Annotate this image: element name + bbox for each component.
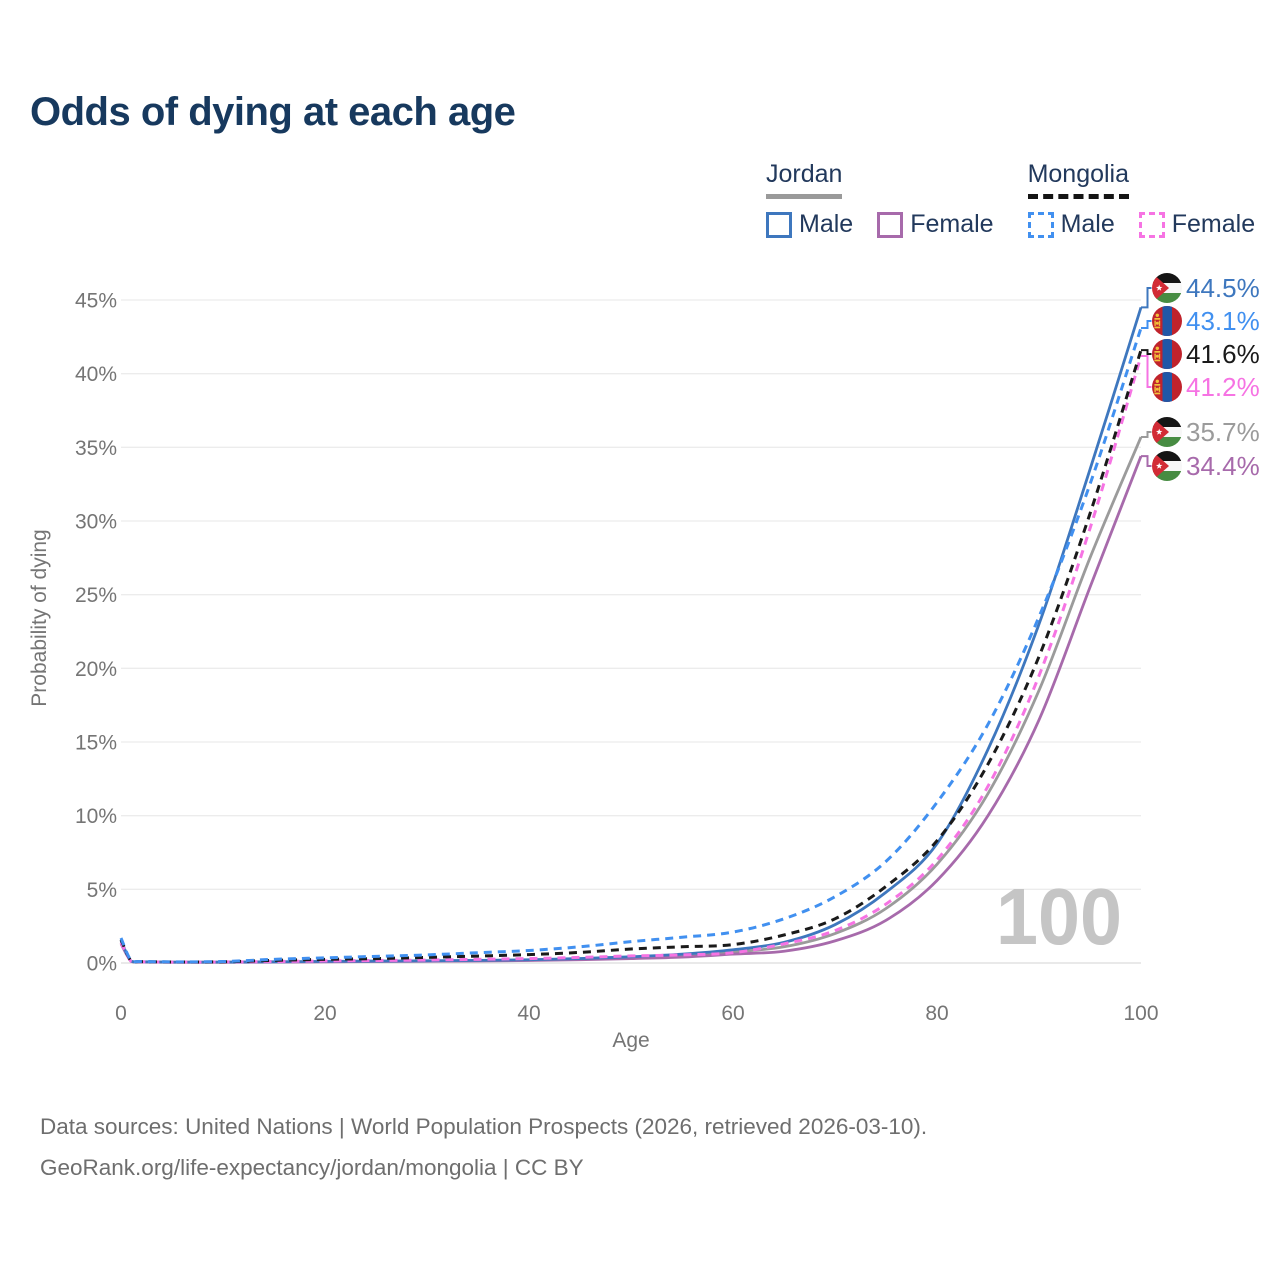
page-title: Odds of dying at each age xyxy=(30,90,516,134)
jordan-flag-icon xyxy=(1152,451,1182,481)
mongolia-male-label: Male xyxy=(1060,210,1115,238)
mongolia-flag-icon xyxy=(1152,339,1182,369)
end-value-label: 44.5% xyxy=(1186,273,1260,303)
y-tick-label: 25% xyxy=(75,584,117,607)
mongolia-flag-icon xyxy=(1152,372,1182,402)
y-tick-label: 30% xyxy=(75,511,117,534)
legend: Jordan Male Female Mongolia Male Female xyxy=(766,160,1255,239)
y-tick-label: 20% xyxy=(75,658,117,681)
series-line-mongolia-male xyxy=(119,327,1143,964)
x-tick-label: 20 xyxy=(313,1002,336,1025)
end-label-connector xyxy=(1141,349,1152,355)
y-tick-label: 45% xyxy=(75,290,117,313)
legend-jordan-header: Jordan xyxy=(766,160,994,199)
x-tick-label: 80 xyxy=(925,1002,948,1025)
x-tick-label: 40 xyxy=(517,1002,540,1025)
jordan-female-checkbox[interactable] xyxy=(877,211,904,238)
series-line-jordan-both xyxy=(119,436,1143,964)
jordan-flag-icon xyxy=(1152,273,1182,303)
end-label-connector xyxy=(1141,320,1152,329)
jordan-male-checkbox[interactable] xyxy=(766,211,792,238)
legend-group-mongolia: Mongolia Male Female xyxy=(1027,160,1256,239)
mongolia-female-label: Female xyxy=(1171,210,1256,238)
legend-mongolia-title: Mongolia xyxy=(1027,160,1130,199)
series-line-mongolia-both xyxy=(119,349,1143,964)
mongolia-flag-icon xyxy=(1152,306,1182,336)
end-label-connector xyxy=(1141,455,1152,467)
legend-key-jordan-female[interactable]: Female xyxy=(877,210,994,239)
series-line-jordan-male xyxy=(119,306,1143,964)
jordan-female-label: Female xyxy=(910,210,994,238)
end-label-connector xyxy=(1141,431,1152,439)
end-value-label: 43.1% xyxy=(1186,306,1260,336)
mongolia-female-checkbox[interactable] xyxy=(1138,211,1165,238)
legend-jordan-keys: Male Female xyxy=(766,210,994,239)
y-tick-label: 0% xyxy=(87,953,117,976)
series-lines xyxy=(119,306,1143,964)
x-axis-title: Age xyxy=(612,1029,649,1052)
end-label-connector xyxy=(1141,354,1152,388)
end-value-label: 34.4% xyxy=(1186,451,1260,481)
gridlines: 0% 5% 10% 15% 20% 25% 30% 35% 40% 45% 0 20 40 60 80 100 xyxy=(75,290,1159,1026)
x-tick-label: 100 xyxy=(1123,1002,1158,1025)
footer-attribution: GeoRank.org/life-expectancy/jordan/mongo… xyxy=(40,1155,584,1180)
jordan-flag-icon xyxy=(1152,417,1182,447)
jordan-male-label: Male xyxy=(799,210,854,238)
y-tick-label: 5% xyxy=(87,879,117,902)
legend-mongolia-keys: Male Female xyxy=(1027,210,1256,239)
legend-key-mongolia-female[interactable]: Female xyxy=(1138,210,1256,239)
legend-jordan-title: Jordan xyxy=(766,160,843,199)
y-axis-title: Probability of dying xyxy=(28,529,51,706)
legend-mongolia-header: Mongolia xyxy=(1027,160,1256,199)
y-tick-label: 40% xyxy=(75,363,117,386)
end-labels: 44.5%43.1%41.6%41.2% 35.7% 34.4% xyxy=(1141,273,1260,481)
y-tick-label: 10% xyxy=(75,805,117,828)
end-value-label: 35.7% xyxy=(1186,417,1260,447)
x-tick-label: 60 xyxy=(721,1002,744,1025)
series-line-jordan-female xyxy=(119,455,1143,964)
legend-group-jordan: Jordan Male Female xyxy=(766,160,994,239)
end-value-label: 41.2% xyxy=(1186,372,1260,402)
y-tick-label: 15% xyxy=(75,732,117,755)
age-watermark: 100 xyxy=(996,872,1122,961)
mongolia-male-checkbox[interactable] xyxy=(1027,211,1054,238)
footer-sources: Data sources: United Nations | World Pop… xyxy=(40,1114,928,1139)
y-tick-label: 35% xyxy=(75,437,117,460)
footer: Data sources: United Nations | World Pop… xyxy=(40,1106,927,1188)
end-label-connector xyxy=(1141,287,1152,309)
legend-key-mongolia-male[interactable]: Male xyxy=(1027,210,1115,239)
legend-key-jordan-male[interactable]: Male xyxy=(766,210,853,239)
x-tick-label: 0 xyxy=(115,1002,127,1025)
end-value-label: 41.6% xyxy=(1186,339,1260,369)
